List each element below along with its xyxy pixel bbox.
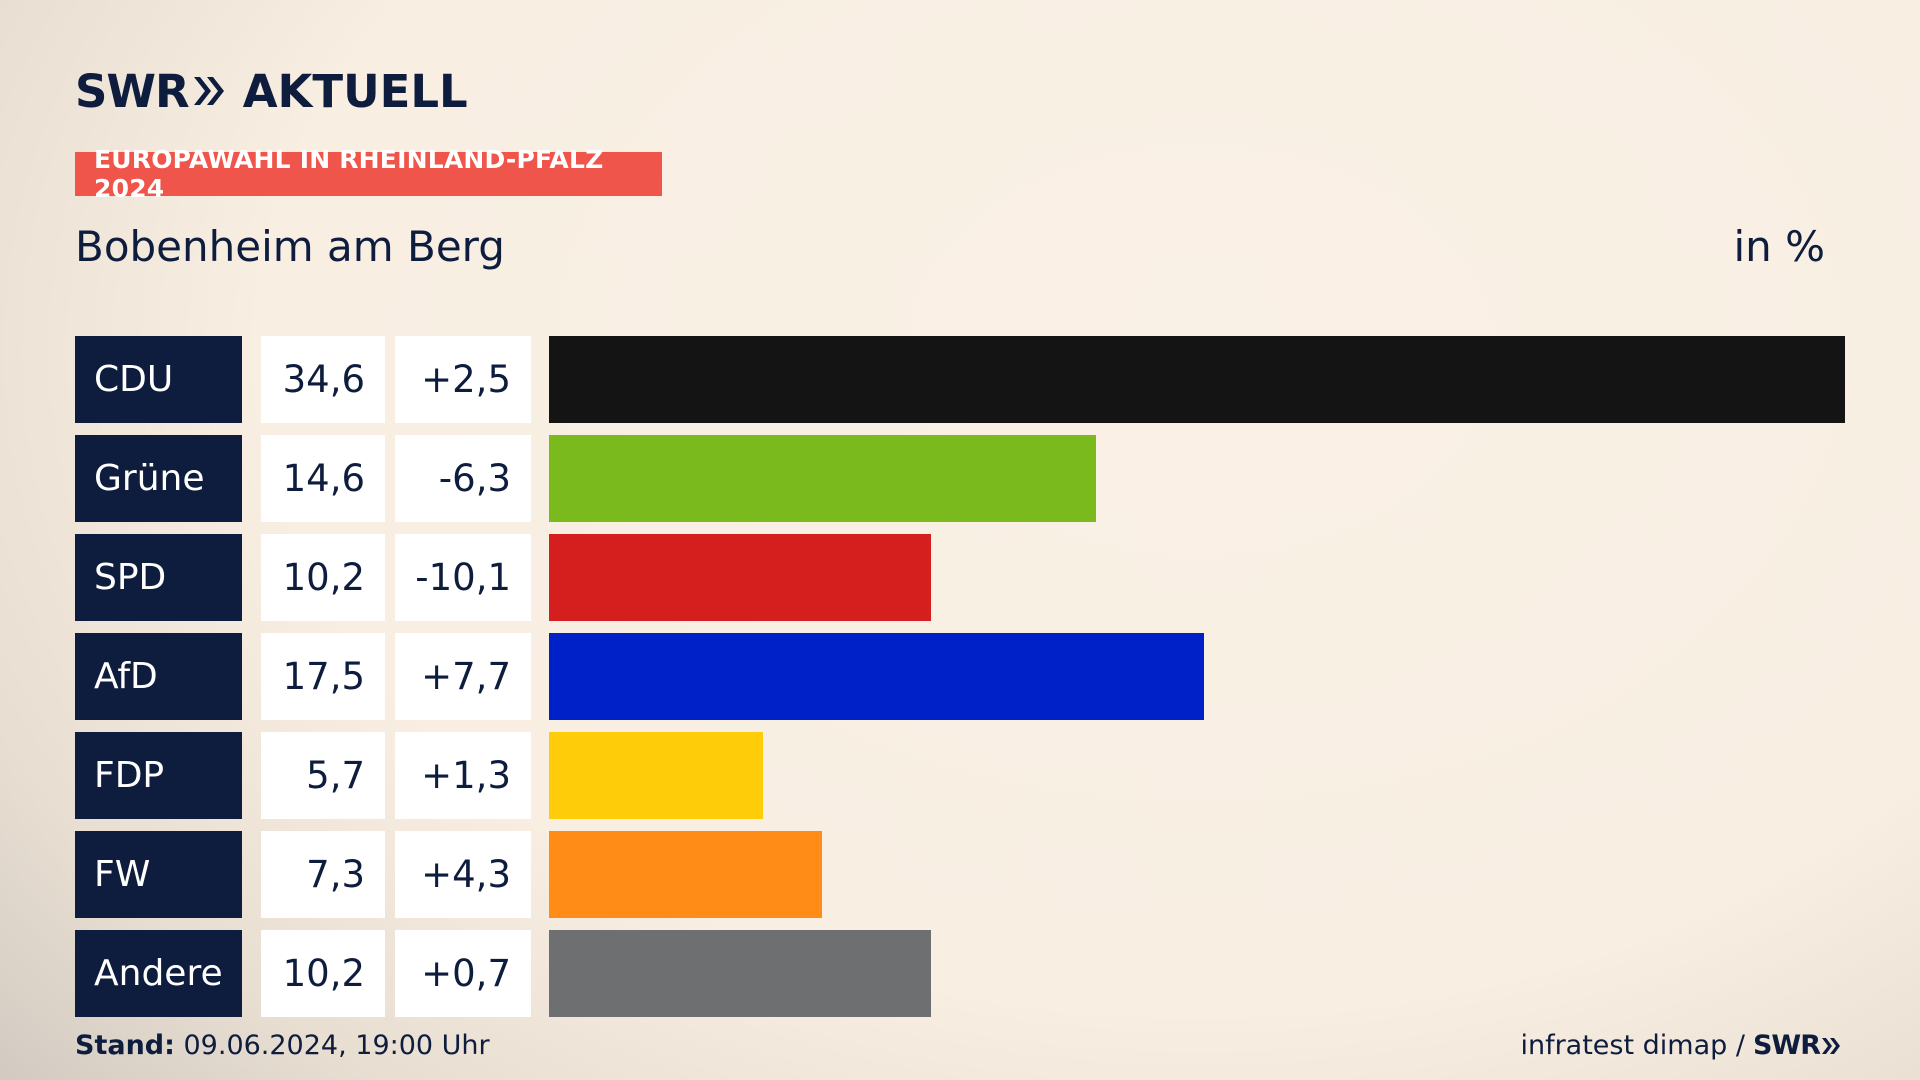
party-label: FW	[75, 831, 242, 918]
result-row: FDP 5,7 +1,3	[75, 732, 1845, 819]
share-value: 10,2	[261, 534, 385, 621]
change-value: +1,3	[395, 732, 531, 819]
party-label: Andere	[75, 930, 242, 1017]
change-value: +0,7	[395, 930, 531, 1017]
party-label: FDP	[75, 732, 242, 819]
result-bar	[549, 435, 1096, 522]
party-label: SPD	[75, 534, 242, 621]
result-bar	[549, 633, 1204, 720]
unit-label: in %	[1733, 222, 1825, 271]
change-value: +4,3	[395, 831, 531, 918]
change-value: -6,3	[395, 435, 531, 522]
party-label: CDU	[75, 336, 242, 423]
result-bar	[549, 831, 822, 918]
result-row: AfD 17,5 +7,7	[75, 633, 1845, 720]
share-value: 17,5	[261, 633, 385, 720]
change-value: +7,7	[395, 633, 531, 720]
change-value: -10,1	[395, 534, 531, 621]
timestamp: Stand: 09.06.2024, 19:00 Uhr	[75, 1030, 490, 1061]
share-value: 10,2	[261, 930, 385, 1017]
share-value: 14,6	[261, 435, 385, 522]
result-row: Grüne 14,6 -6,3	[75, 435, 1845, 522]
timestamp-label: Stand:	[75, 1030, 175, 1061]
party-label: Grüne	[75, 435, 242, 522]
result-row: FW 7,3 +4,3	[75, 831, 1845, 918]
double-chevron-icon	[193, 77, 224, 105]
result-row: SPD 10,2 -10,1	[75, 534, 1845, 621]
result-bar	[549, 336, 1845, 423]
logo-aktuell-text: AKTUELL	[242, 64, 468, 118]
chart-title: Bobenheim am Berg	[75, 222, 505, 271]
election-badge: EUROPAWAHL IN RHEINLAND-PFALZ 2024	[75, 145, 662, 203]
party-label: AfD	[75, 633, 242, 720]
source-credit: infratest dimap / SWR	[1520, 1030, 1843, 1061]
timestamp-value: 09.06.2024, 19:00 Uhr	[174, 1030, 490, 1061]
footer-double-chevron-icon	[1822, 1037, 1840, 1054]
result-row: CDU 34,6 +2,5	[75, 336, 1845, 423]
result-bar	[549, 534, 931, 621]
share-value: 5,7	[261, 732, 385, 819]
footer-swr-logo: SWR	[1752, 1030, 1821, 1061]
share-value: 34,6	[261, 336, 385, 423]
change-value: +2,5	[395, 336, 531, 423]
swr-aktuell-logo: SWR AKTUELL	[75, 64, 468, 118]
logo-swr-text: SWR	[75, 64, 190, 118]
result-bar	[549, 930, 931, 1017]
result-bar	[549, 732, 763, 819]
source-text: infratest dimap /	[1520, 1030, 1745, 1061]
share-value: 7,3	[261, 831, 385, 918]
result-row: Andere 10,2 +0,7	[75, 930, 1845, 1017]
